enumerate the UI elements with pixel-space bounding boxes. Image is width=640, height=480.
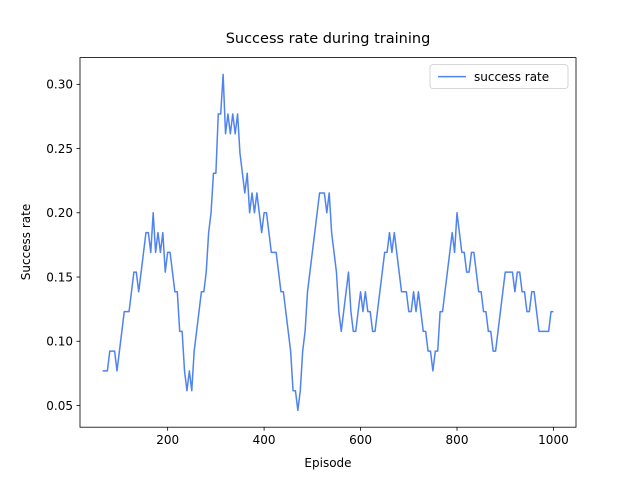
- legend: success rate: [429, 64, 569, 89]
- y-tick-label: 0.25: [46, 142, 73, 156]
- y-tick-label: 0.10: [46, 335, 73, 349]
- y-axis-label: Success rate: [19, 204, 33, 281]
- legend-label: success rate: [474, 70, 549, 84]
- x-tick-label: 400: [253, 433, 276, 447]
- x-tick-label: 200: [156, 433, 179, 447]
- legend-box: [429, 64, 569, 89]
- x-tick-label: 800: [446, 433, 469, 447]
- x-tick-label: 1000: [538, 433, 569, 447]
- plot-frame: [79, 57, 577, 428]
- data-line: [102, 73, 554, 412]
- chart-title: Success rate during training: [226, 31, 431, 47]
- y-tick-label: 0.05: [46, 399, 73, 413]
- y-tick-label: 0.15: [46, 270, 73, 284]
- x-axis-label: Episode: [304, 456, 351, 470]
- x-tick-label: 600: [349, 433, 372, 447]
- y-tick-label: 0.30: [46, 78, 73, 92]
- y-tick-label: 0.20: [46, 206, 73, 220]
